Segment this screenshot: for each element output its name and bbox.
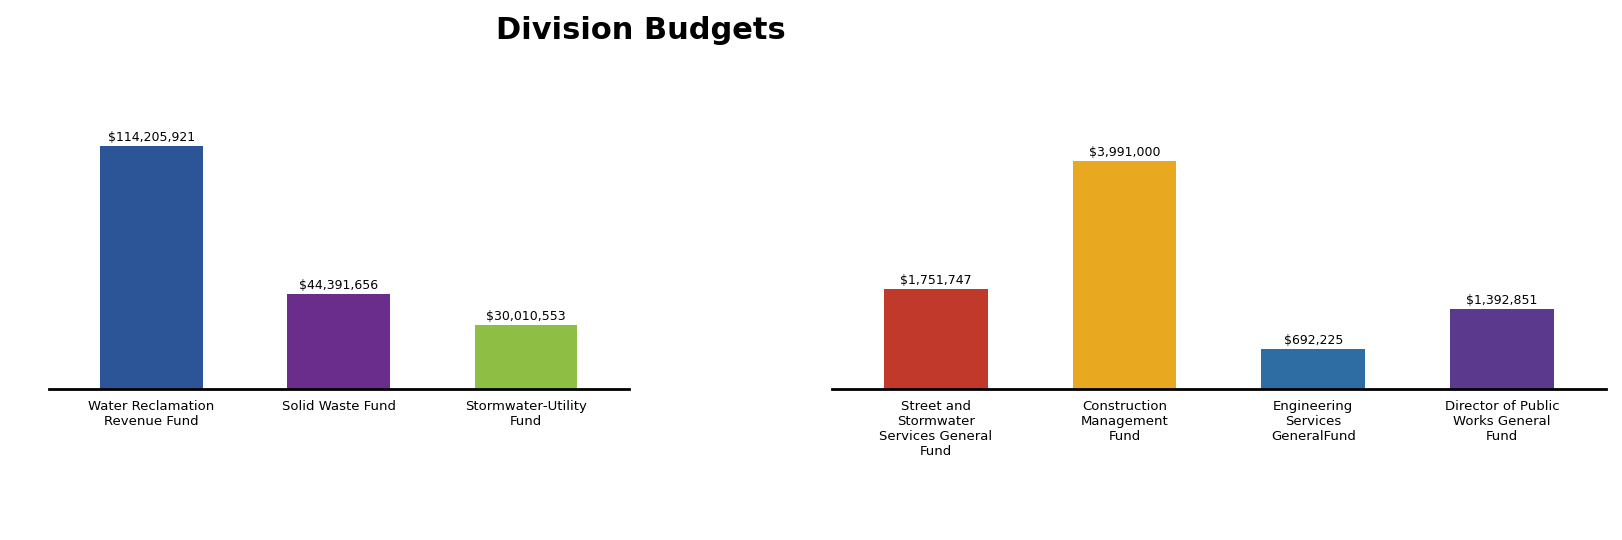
Bar	[1072, 161, 1176, 389]
Text: $114,205,921: $114,205,921	[109, 131, 195, 144]
Text: $3,991,000: $3,991,000	[1088, 146, 1160, 159]
Text: $1,392,851: $1,392,851	[1466, 294, 1538, 307]
Text: $1,751,747: $1,751,747	[900, 274, 972, 287]
Text: $692,225: $692,225	[1283, 334, 1343, 347]
Bar	[884, 289, 988, 389]
Text: $44,391,656: $44,391,656	[298, 279, 378, 292]
Text: Division Budgets: Division Budgets	[496, 16, 785, 45]
Bar	[475, 325, 577, 389]
Bar	[1262, 349, 1366, 389]
Bar	[287, 294, 391, 389]
Bar	[101, 146, 203, 389]
Text: $30,010,553: $30,010,553	[487, 310, 566, 323]
Bar	[1450, 309, 1554, 389]
